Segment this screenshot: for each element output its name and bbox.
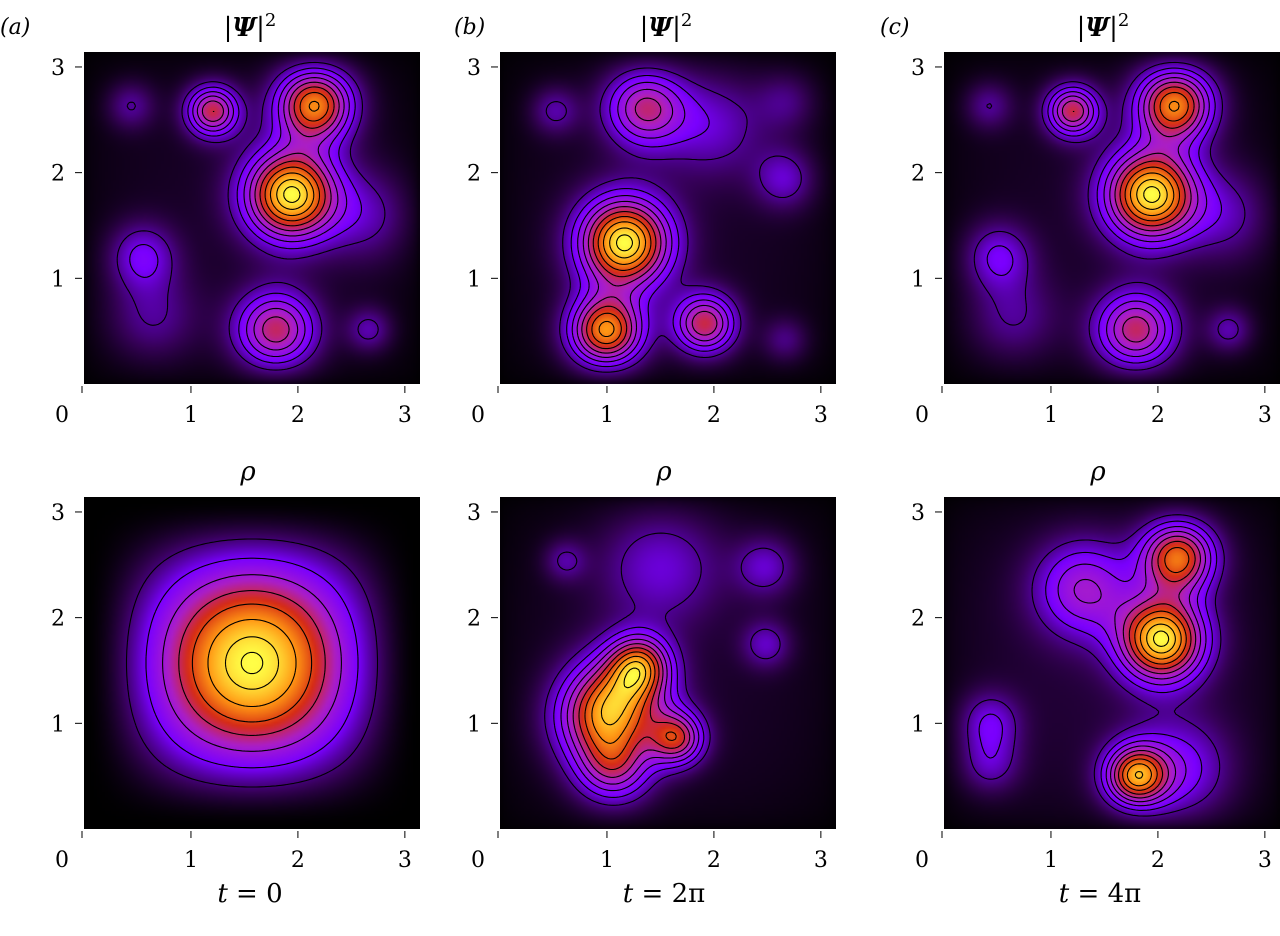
x-tick-label: 2 [1151, 403, 1165, 428]
y-tick-label: 3 [911, 56, 925, 81]
svg-text:|Ψ|2: |Ψ|2 [640, 10, 693, 43]
heatmap-image [944, 52, 1280, 384]
heatmap-panel-b-bottom: 0 1 2 3 1 2 3 [467, 497, 836, 873]
contour-lines [967, 514, 1225, 817]
x-tick-label: 0 [915, 848, 929, 873]
x-tick-label: 1 [184, 848, 198, 873]
x-tick-label: 0 [55, 848, 69, 873]
x-tick-label: 3 [814, 848, 828, 873]
x-tick-label: 1 [600, 403, 614, 428]
title-top-b: |Ψ|2 [640, 10, 693, 43]
y-tick-label: 1 [911, 712, 925, 737]
x-tick-label: 0 [55, 403, 69, 428]
contour-lines [116, 61, 386, 371]
svg-text:|Ψ|2: |Ψ|2 [224, 10, 277, 43]
svg-text:t = 0: t = 0 [217, 879, 282, 909]
heatmap-image [84, 497, 420, 829]
title-top-a: |Ψ|2 [224, 10, 277, 43]
x-tick-label: 3 [398, 403, 412, 428]
x-tick-label: 2 [291, 848, 305, 873]
y-tick-label: 2 [51, 607, 65, 632]
time-label-b: t = 2π [623, 879, 705, 909]
x-tick-label: 1 [1044, 403, 1058, 428]
contour-lines [973, 61, 1246, 371]
y-tick-label: 1 [467, 267, 481, 292]
y-tick-label: 2 [51, 162, 65, 187]
heatmap-image [84, 52, 420, 384]
x-tick-label: 3 [1258, 403, 1272, 428]
panel-label-c: (c) [880, 15, 910, 40]
heatmap-panel-b-top: 0 1 2 3 1 2 3 [467, 52, 836, 428]
x-tick-label: 1 [184, 403, 198, 428]
heatmap-image [500, 497, 836, 829]
time-label-a: t = 0 [217, 879, 282, 909]
x-tick-label: 2 [291, 403, 305, 428]
y-tick-label: 1 [467, 712, 481, 737]
x-tick-label: 1 [1044, 848, 1058, 873]
heatmap-panel-a-bottom: 0 1 2 3 1 2 3 [51, 497, 420, 873]
x-tick-label: 0 [471, 403, 485, 428]
contour-lines [125, 538, 379, 788]
y-tick-label: 2 [911, 162, 925, 187]
heatmap-panel-c-top: 0 1 2 3 1 2 3 [911, 52, 1280, 428]
title-bottom-c: ρ [1089, 457, 1106, 487]
x-tick-label: 3 [398, 848, 412, 873]
panel-label-a: (a) [0, 15, 30, 40]
contour-lines [545, 67, 802, 373]
heatmap-image [500, 52, 836, 384]
x-tick-label: 2 [707, 848, 721, 873]
y-tick-label: 1 [51, 267, 65, 292]
x-tick-label: 0 [471, 848, 485, 873]
y-tick-label: 3 [911, 501, 925, 526]
x-tick-label: 3 [814, 403, 828, 428]
svg-text:t = 4π: t = 4π [1059, 879, 1141, 909]
title-bottom-a: ρ [239, 457, 256, 487]
contour-lines [544, 532, 784, 806]
y-tick-label: 3 [51, 56, 65, 81]
x-tick-label: 2 [707, 403, 721, 428]
panel-label-b: (b) [454, 15, 485, 40]
heatmap-panel-c-bottom: 0 1 2 3 1 2 3 [911, 497, 1280, 873]
x-tick-label: 2 [1151, 848, 1165, 873]
y-tick-label: 1 [51, 712, 65, 737]
y-tick-label: 2 [467, 607, 481, 632]
y-tick-label: 2 [911, 607, 925, 632]
x-tick-label: 3 [1258, 848, 1272, 873]
y-tick-label: 2 [467, 162, 481, 187]
heatmap-panel-a-top: 0 1 2 3 1 2 3 [51, 52, 420, 428]
svg-text:t = 2π: t = 2π [623, 879, 705, 909]
y-tick-label: 1 [911, 267, 925, 292]
time-label-c: t = 4π [1059, 879, 1141, 909]
y-tick-label: 3 [467, 56, 481, 81]
x-tick-label: 1 [600, 848, 614, 873]
title-top-c: |Ψ|2 [1077, 10, 1130, 43]
svg-text:|Ψ|2: |Ψ|2 [1077, 10, 1130, 43]
y-tick-label: 3 [467, 501, 481, 526]
title-bottom-b: ρ [655, 457, 672, 487]
y-tick-label: 3 [51, 501, 65, 526]
x-tick-label: 0 [915, 403, 929, 428]
